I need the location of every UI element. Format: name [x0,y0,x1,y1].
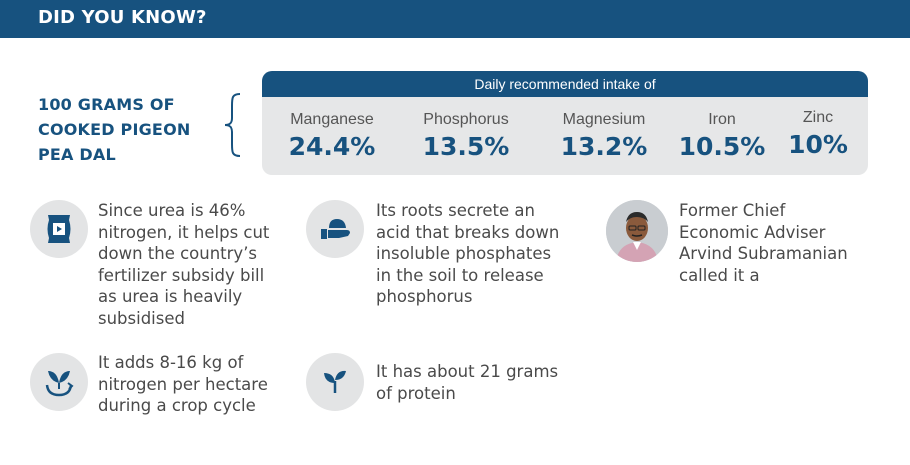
fact-text: It has about 21 grams of protein [376,361,586,404]
nutrient-name: Magnesium [562,111,646,128]
soil-in-hand-icon [306,200,364,258]
nutrient-value: 24.4% [288,132,376,161]
fact-line: down the country’s [98,244,258,263]
nutrient-name: Zinc [802,109,834,126]
leaf-recycle-icon [30,353,88,411]
daily-intake-panel: Daily recommended intake of Manganese 24… [262,71,868,175]
fact-line: nitrogen per hectare [98,374,268,394]
fact-line: Economic Adviser [679,222,826,242]
intro-heading: 100 GRAMS OF COOKED PIGEON PEA DAL [38,92,228,167]
fact-line: during a crop cycle [98,396,256,415]
fact-line: It has about 21 grams [376,362,559,381]
fact-line: Its roots secrete an [376,201,535,220]
nutrient-value: 10.5% [678,132,766,161]
nutrient-iron: Iron 10.5% [674,111,770,161]
fact-line: nitrogen, it helps cut [98,222,270,242]
intro-line: COOKED PIGEON [38,120,191,139]
fact-text: It adds 8-16 kg of nitrogen per hectare … [98,352,298,417]
fact-line: Since urea is 46% [98,201,246,220]
fact-line: Former Chief [679,201,786,220]
nutrient-name: Iron [708,111,736,128]
nutrient-value: 13.5% [422,132,510,161]
fact-text: Since urea is 46% nitrogen, it helps cut… [98,200,298,329]
fact-line: It adds 8-16 kg of [98,353,244,372]
nutrient-value: 10% [788,130,848,159]
fact-line: of protein [376,383,456,403]
sprout-icon [306,353,364,411]
nutrient-name: Phosphorus [423,111,509,128]
nutrient-name: Manganese [290,111,374,128]
nutrient-zinc: Zinc 10% [778,109,858,159]
fact-line: insoluble phosphates [376,244,552,263]
fact-line: acid that breaks down [376,222,560,242]
fact-line: as urea is heavily [98,287,243,306]
curly-brace-icon [224,93,241,157]
fact-line: Arvind Subramanian [679,244,848,263]
nutrient-value: 13.2% [560,132,648,161]
fact-line: subsidised [98,308,185,328]
fact-line: called it a [679,265,760,285]
nutrient-phosphorus: Phosphorus 13.5% [414,111,518,161]
intake-heading: Daily recommended intake of [262,71,868,97]
nutrient-magnesium: Magnesium 13.2% [552,111,656,161]
fact-text: Former Chief Economic Adviser Arvind Sub… [679,200,879,286]
fact-line: phosphorus [376,287,473,306]
fact-line: fertilizer subsidy bill [98,265,265,285]
nutrient-manganese: Manganese 24.4% [280,111,384,161]
fact-text: Its roots secrete an acid that breaks do… [376,200,586,308]
header-title: DID YOU KNOW? [38,7,207,28]
intro-line: 100 GRAMS OF [38,95,175,114]
header-bar: DID YOU KNOW? [0,0,910,38]
person-photo [606,200,668,262]
intro-line: PEA DAL [38,145,116,164]
fertilizer-bag-icon [30,200,88,258]
fact-line: in the soil to release [376,265,544,285]
